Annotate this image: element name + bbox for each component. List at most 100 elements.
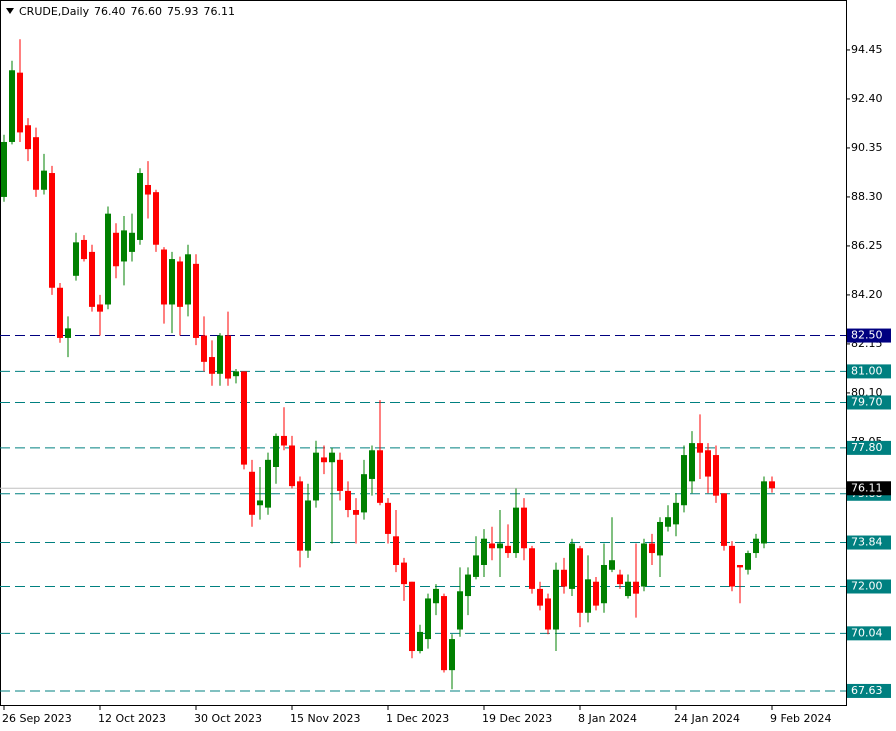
candle-body bbox=[65, 328, 71, 338]
candle-body bbox=[185, 254, 191, 305]
candle-body bbox=[497, 543, 503, 549]
candle-body bbox=[457, 591, 463, 630]
candle-body bbox=[321, 457, 327, 463]
candle-body bbox=[193, 263, 199, 338]
candle-body bbox=[697, 443, 703, 453]
candle-body bbox=[425, 598, 431, 640]
candle-body bbox=[97, 304, 103, 312]
candle-body bbox=[257, 500, 263, 506]
candle-body bbox=[305, 500, 311, 551]
candle-body bbox=[417, 631, 423, 652]
candle-body bbox=[753, 538, 759, 554]
candle-body bbox=[177, 261, 183, 307]
level-label-box bbox=[847, 579, 891, 594]
candle-body bbox=[273, 435, 279, 468]
header-value: 76.60 bbox=[131, 5, 163, 18]
candle-body bbox=[577, 548, 583, 613]
candle-body bbox=[137, 173, 143, 240]
last-price-label: 76.11 bbox=[851, 481, 883, 494]
y-tick-label: 84.20 bbox=[851, 288, 883, 301]
candle-body bbox=[689, 443, 695, 482]
candle-body bbox=[449, 639, 455, 671]
y-tick-label: 86.25 bbox=[851, 239, 883, 252]
candle-body bbox=[665, 517, 671, 527]
y-tick-label: 88.30 bbox=[851, 190, 883, 203]
header-value: 76.11 bbox=[204, 5, 236, 18]
x-tick-label: 9 Feb 2024 bbox=[770, 712, 831, 725]
candle-body bbox=[81, 239, 87, 260]
menu-arrow[interactable] bbox=[6, 8, 14, 14]
candle-body bbox=[25, 125, 31, 150]
candle-body bbox=[249, 471, 255, 515]
candle-body bbox=[393, 536, 399, 565]
candle-body bbox=[545, 598, 551, 630]
candle-body bbox=[569, 543, 575, 589]
level-label: 73.84 bbox=[851, 536, 883, 549]
candle-body bbox=[313, 452, 319, 501]
candle-body bbox=[369, 450, 375, 479]
candle-body bbox=[737, 564, 743, 568]
x-tick-label: 15 Nov 2023 bbox=[290, 712, 360, 725]
candle-body bbox=[489, 543, 495, 549]
level-label-box bbox=[847, 395, 891, 410]
candle-body bbox=[633, 581, 639, 594]
candle-body bbox=[481, 538, 487, 565]
level-label-box bbox=[847, 440, 891, 455]
candle-body bbox=[385, 502, 391, 534]
candle-body bbox=[505, 545, 511, 554]
candle-body bbox=[601, 564, 607, 604]
candle-body bbox=[729, 545, 735, 587]
candle-body bbox=[289, 445, 295, 487]
candle-body bbox=[217, 335, 223, 374]
candle-body bbox=[145, 184, 151, 195]
level-label: 70.04 bbox=[851, 626, 883, 639]
candle-body bbox=[233, 371, 239, 377]
last-price-box bbox=[847, 481, 891, 496]
candle-body bbox=[529, 548, 535, 589]
candle-body bbox=[89, 251, 95, 307]
candle-body bbox=[705, 450, 711, 477]
candle-body bbox=[225, 335, 231, 379]
candle-body bbox=[9, 70, 15, 142]
symbol-title: CRUDE,Daily bbox=[19, 5, 90, 18]
candle-body bbox=[513, 507, 519, 554]
candle-body bbox=[113, 232, 119, 267]
candle-body bbox=[329, 452, 335, 463]
candle-body bbox=[521, 507, 527, 549]
candle-body bbox=[281, 435, 287, 446]
candle-body bbox=[377, 450, 383, 503]
candle-body bbox=[121, 230, 127, 262]
candle-body bbox=[649, 543, 655, 554]
y-tick-label: 94.45 bbox=[851, 43, 883, 56]
candle-body bbox=[657, 521, 663, 556]
candle-body bbox=[57, 287, 63, 338]
candle-body bbox=[713, 455, 719, 496]
level-label-box bbox=[847, 328, 891, 343]
candle-body bbox=[265, 459, 271, 508]
candle-body bbox=[169, 259, 175, 305]
y-tick-label: 92.40 bbox=[851, 92, 883, 105]
candle-body bbox=[625, 581, 631, 597]
candle-body bbox=[473, 555, 479, 577]
candle-body bbox=[681, 455, 687, 506]
level-label-box bbox=[847, 364, 891, 379]
candle-body bbox=[641, 543, 647, 587]
candle-body bbox=[745, 553, 751, 570]
candle-body bbox=[609, 560, 615, 570]
candle-body bbox=[337, 459, 343, 491]
candle-body bbox=[537, 588, 543, 606]
candle-body bbox=[345, 490, 351, 511]
candle-body bbox=[401, 562, 407, 585]
level-label: 79.70 bbox=[851, 395, 883, 408]
candle-body bbox=[673, 502, 679, 525]
level-label: 77.80 bbox=[851, 441, 883, 454]
candle-body bbox=[617, 574, 623, 585]
candle-body bbox=[297, 481, 303, 551]
candle-body bbox=[561, 569, 567, 587]
candle-body bbox=[41, 170, 47, 190]
x-tick-label: 30 Oct 2023 bbox=[194, 712, 262, 725]
candle-body bbox=[33, 137, 39, 190]
